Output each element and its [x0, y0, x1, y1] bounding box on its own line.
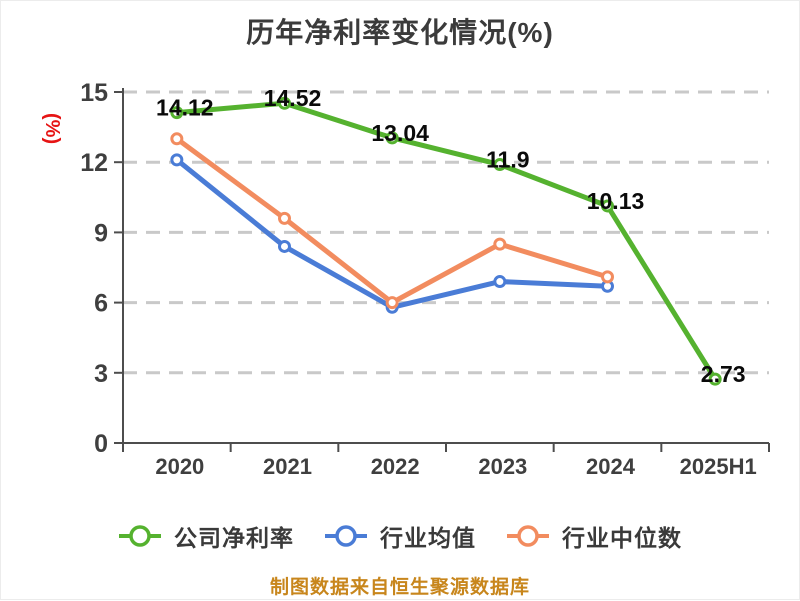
legend: 公司净利率 行业均值 行业中位数: [1, 519, 799, 553]
data-point-series-0: [708, 372, 722, 386]
legend-marker-company: [119, 525, 161, 547]
data-point-series-2: [170, 132, 184, 146]
data-point-series-0: [278, 96, 291, 110]
x-tick-label: 2024: [586, 454, 636, 479]
x-tick-label: 2022: [371, 454, 420, 479]
data-point-series-0: [493, 158, 507, 172]
data-label-series-0: 14.12: [156, 95, 214, 121]
data-label-series-0: 10.13: [587, 188, 645, 214]
data-point-series-2: [278, 211, 291, 225]
y-tick-label: 9: [94, 219, 108, 247]
x-tick-label: 2023: [478, 454, 527, 479]
legend-label-company: 公司净利率: [174, 525, 294, 551]
chart-title: 历年净利率变化情况(%): [246, 17, 554, 48]
data-label-series-0: 14.52: [264, 85, 322, 111]
data-point-series-0: [601, 199, 614, 213]
data-point-series-0: [170, 106, 184, 120]
data-label-series-0: 11.9: [486, 147, 530, 173]
x-tick-label: 2025H1: [680, 454, 757, 479]
y-tick-label: 12: [80, 149, 108, 177]
data-point-series-2: [385, 296, 399, 310]
data-point-series-0: [385, 131, 399, 145]
legend-item-industry-median: 行业中位数: [506, 519, 682, 553]
data-label-series-0: 13.04: [371, 120, 429, 146]
legend-marker-industry-avg: [325, 525, 367, 547]
data-label-series-0: 2.73: [701, 361, 746, 387]
legend-item-company: 公司净利率: [118, 519, 294, 553]
data-point-series-1: [278, 239, 291, 253]
data-point-series-1: [170, 153, 184, 167]
legend-label-industry-avg: 行业均值: [380, 525, 476, 551]
data-point-series-2: [493, 237, 507, 251]
y-tick-label: 15: [80, 79, 108, 107]
data-point-series-2: [601, 270, 614, 284]
data-point-series-1: [493, 275, 507, 289]
y-tick-label: 0: [94, 430, 108, 458]
x-tick-label: 2021: [263, 454, 312, 479]
y-tick-label: 3: [94, 360, 108, 388]
data-source-caption: 制图数据来自恒生聚源数据库: [269, 577, 530, 598]
legend-item-industry-avg: 行业均值: [324, 519, 476, 553]
y-tick-label: 6: [94, 290, 108, 318]
x-tick-label: 2020: [155, 454, 204, 479]
legend-label-industry-median: 行业中位数: [562, 525, 682, 551]
legend-marker-industry-median: [507, 525, 549, 547]
series-line-0: [174, 100, 718, 382]
